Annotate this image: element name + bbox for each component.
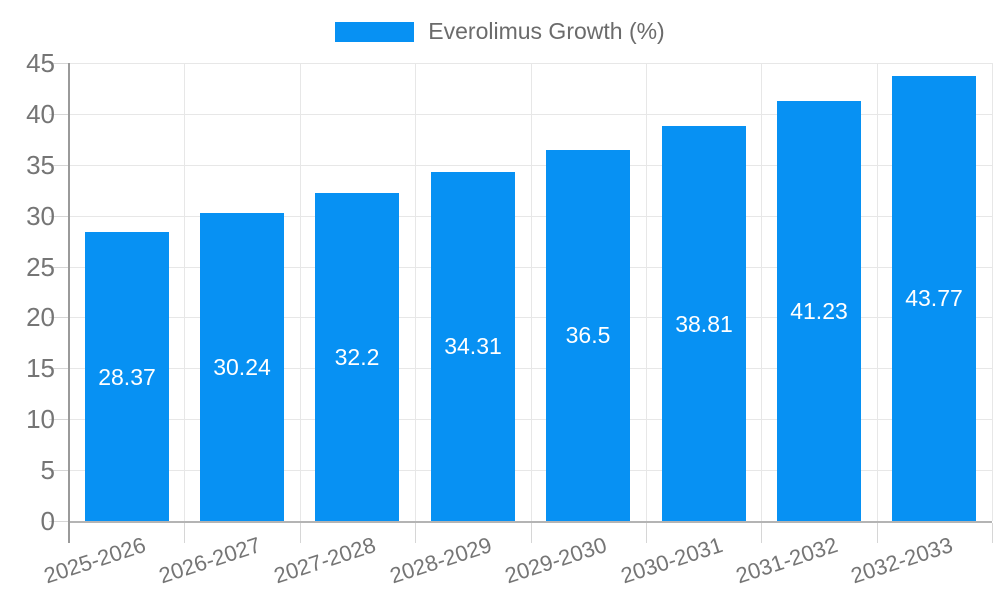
x-axis-tick bbox=[646, 523, 647, 543]
x-axis-tick bbox=[992, 523, 993, 543]
x-axis-category-label: 2026-2027 bbox=[155, 532, 264, 589]
bar-value-label: 36.5 bbox=[565, 322, 611, 348]
gridline-vertical bbox=[761, 63, 762, 521]
gridline-horizontal bbox=[69, 63, 992, 64]
bar-2031-2032 bbox=[777, 101, 861, 521]
bar-value-label: 34.31 bbox=[444, 333, 502, 359]
bar-2027-2028 bbox=[315, 193, 399, 521]
bar-2030-2031 bbox=[662, 126, 746, 521]
x-axis-tick bbox=[184, 523, 185, 543]
x-axis-category-label: 2030-2031 bbox=[617, 532, 726, 589]
bar-2028-2029 bbox=[431, 172, 515, 521]
y-axis-line bbox=[68, 63, 70, 543]
legend-swatch bbox=[335, 21, 415, 42]
bar-2026-2027 bbox=[200, 213, 284, 521]
gridline-vertical bbox=[877, 63, 878, 521]
y-axis-tick-label: 15 bbox=[26, 353, 55, 383]
x-axis-category-label: 2028-2029 bbox=[386, 532, 495, 589]
gridline-vertical bbox=[415, 63, 416, 521]
gridline-vertical bbox=[531, 63, 532, 521]
x-axis-category-label: 2027-2028 bbox=[270, 532, 379, 589]
y-axis-tick-label: 0 bbox=[40, 506, 55, 536]
legend-label: Everolimus Growth (%) bbox=[428, 18, 665, 44]
x-axis-tick bbox=[877, 523, 878, 543]
bar-2025-2026 bbox=[85, 232, 169, 521]
x-axis-tick bbox=[415, 523, 416, 543]
x-axis-line bbox=[69, 521, 992, 523]
bar-value-label: 43.77 bbox=[905, 285, 963, 311]
bar-value-label: 41.23 bbox=[790, 298, 848, 324]
bar-2029-2030 bbox=[546, 150, 630, 521]
y-axis-tick-label: 10 bbox=[26, 404, 55, 434]
x-axis-category-label: 2029-2030 bbox=[501, 532, 610, 589]
x-axis-category-label: 2032-2033 bbox=[847, 532, 956, 589]
bar-value-label: 30.24 bbox=[213, 354, 271, 380]
gridline-vertical bbox=[300, 63, 301, 521]
bar-value-label: 32.2 bbox=[334, 344, 380, 370]
gridline-vertical bbox=[992, 63, 993, 521]
gridline-vertical bbox=[646, 63, 647, 521]
gridline-vertical bbox=[184, 63, 185, 521]
bar-2032-2033 bbox=[892, 76, 976, 521]
y-axis-tick-label: 30 bbox=[26, 201, 55, 231]
chart-legend: Everolimus Growth (%) bbox=[0, 18, 1000, 45]
y-axis-tick-label: 25 bbox=[26, 252, 55, 282]
y-axis-tick-label: 20 bbox=[26, 302, 55, 332]
x-axis-category-label: 2031-2032 bbox=[732, 532, 841, 589]
x-axis-tick bbox=[531, 523, 532, 543]
y-axis-tick-label: 45 bbox=[26, 48, 55, 78]
x-axis-category-label: 2025-2026 bbox=[40, 532, 149, 589]
x-axis-tick bbox=[761, 523, 762, 543]
y-axis-tick-label: 40 bbox=[26, 99, 55, 129]
x-axis-tick bbox=[300, 523, 301, 543]
bar-value-label: 28.37 bbox=[98, 364, 156, 390]
y-axis-tick-label: 5 bbox=[40, 455, 55, 485]
y-axis-tick-label: 35 bbox=[26, 150, 55, 180]
bar-value-label: 38.81 bbox=[675, 311, 733, 337]
